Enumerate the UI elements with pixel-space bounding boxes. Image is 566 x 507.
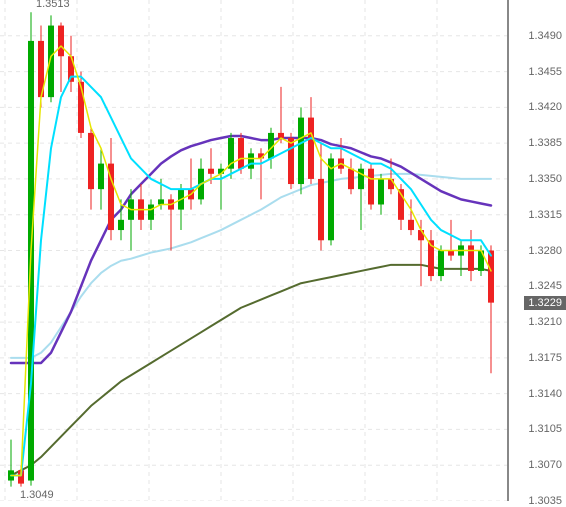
y-tick-label: 1.3315 <box>528 209 562 221</box>
y-tick-label: 1.3070 <box>528 459 562 471</box>
chart-plot-area <box>0 0 508 501</box>
y-tick-label: 1.3140 <box>528 388 562 400</box>
y-tick-label: 1.3280 <box>528 245 562 257</box>
candlestick-chart[interactable]: 1.30351.30701.31051.31401.31751.32101.32… <box>0 0 566 501</box>
y-tick-label: 1.3455 <box>528 66 562 78</box>
y-tick-label: 1.3385 <box>528 137 562 149</box>
low-annotation: 1.3049 <box>20 489 54 501</box>
y-axis: 1.30351.30701.31051.31401.31751.32101.32… <box>508 0 566 501</box>
y-tick-label: 1.3035 <box>528 495 562 507</box>
y-tick-label: 1.3490 <box>528 30 562 42</box>
y-tick-label: 1.3245 <box>528 280 562 292</box>
y-tick-label: 1.3210 <box>528 316 562 328</box>
y-tick-label: 1.3105 <box>528 423 562 435</box>
y-tick-label: 1.3175 <box>528 352 562 364</box>
y-tick-label: 1.3420 <box>528 101 562 113</box>
high-annotation: 1.3513 <box>36 0 70 10</box>
y-tick-label: 1.3350 <box>528 173 562 185</box>
current-price-tag: 1.3229 <box>524 296 566 310</box>
